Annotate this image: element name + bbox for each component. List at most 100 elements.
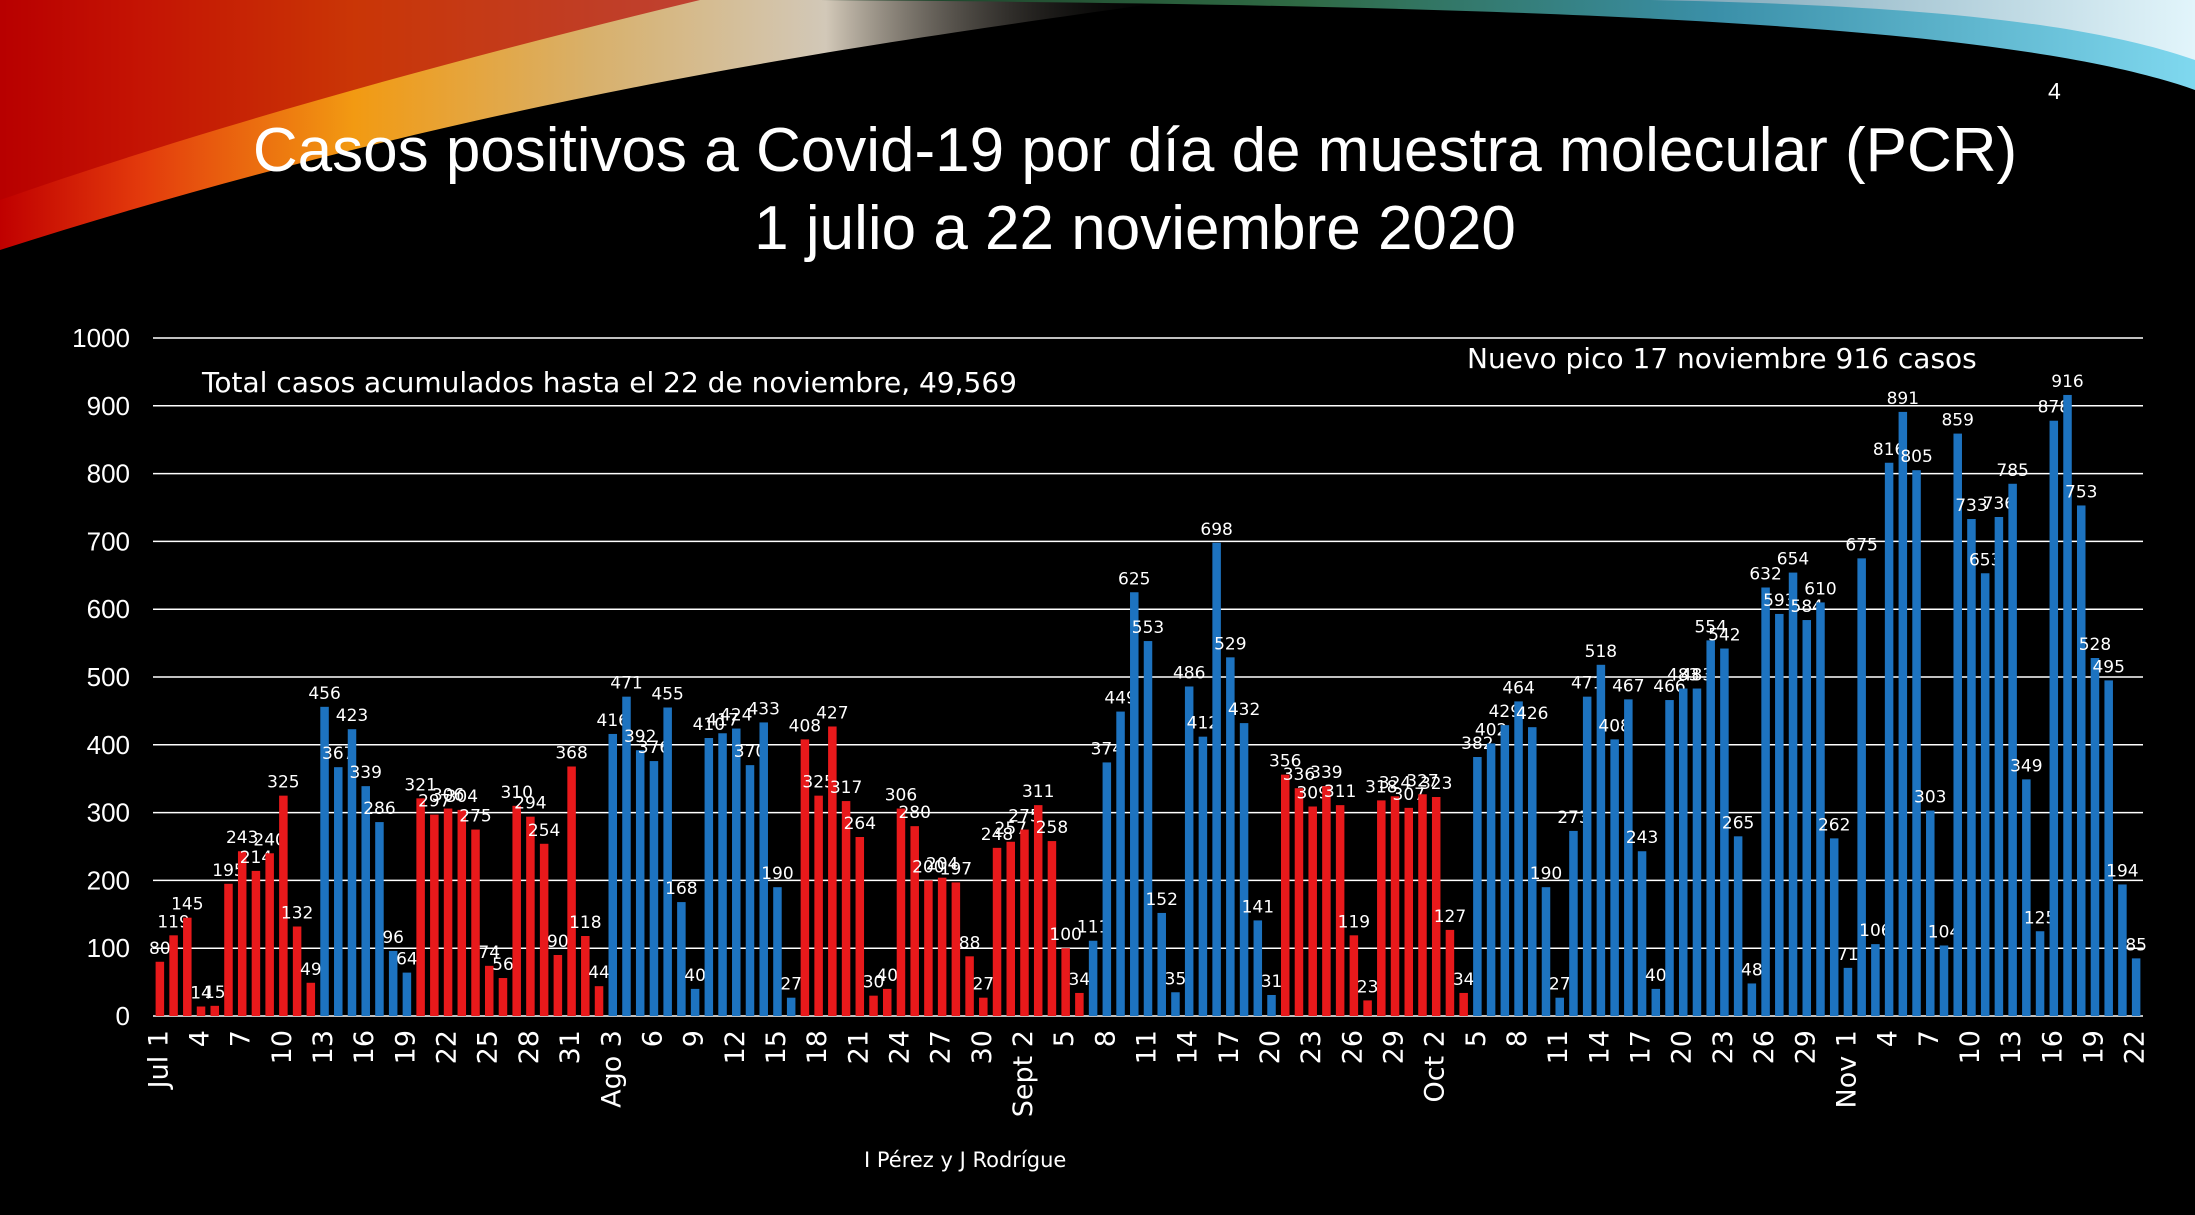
data-label: 275 [459,807,491,827]
data-label: 195 [212,861,244,881]
bar [347,729,357,1016]
data-label: 111 [1077,918,1109,938]
bar [1678,688,1688,1016]
bar [1692,688,1702,1016]
data-label: 424 [720,706,752,726]
bar [1967,519,1976,1016]
bar [1953,433,1962,1016]
data-label: 878 [2038,398,2070,418]
data-label: 48 [1741,960,1763,980]
data-label: 273 [1557,808,1589,828]
data-label: 518 [1585,642,1617,662]
bar [2063,394,2072,1016]
bar [1898,411,1908,1017]
data-label: 471 [610,674,642,694]
data-label: 859 [1941,411,1973,431]
bar [155,961,165,1016]
data-label: 433 [747,699,779,719]
data-label: 916 [2051,372,2083,392]
data-label: 486 [1173,663,1205,683]
bar [1226,657,1235,1016]
y-tick-label: 300 [87,798,130,828]
bar [196,1006,206,1016]
x-tick-label: Oct 2 [1420,1030,1451,1102]
data-label: 14 [190,984,212,1004]
x-tick-label: 4 [185,1030,216,1047]
bar [306,982,316,1016]
data-label: 257 [995,819,1027,839]
bar [1047,841,1057,1016]
data-label: 240 [253,830,285,850]
bar [951,882,961,1016]
bar [828,726,837,1016]
bar [1253,920,1263,1016]
data-label: 49 [300,960,322,980]
x-tick-label: 17 [1626,1030,1657,1064]
bar [1980,573,1990,1016]
data-label: 96 [382,928,404,948]
data-label: 408 [1598,716,1630,736]
data-label: 40 [876,966,898,986]
data-label: 27 [1549,975,1571,995]
bar [237,851,247,1016]
data-label: 427 [816,703,848,723]
bar [1912,470,1921,1017]
x-tick-label: 22 [2120,1030,2151,1064]
y-tick-label: 0 [116,1001,130,1031]
bar [1541,887,1551,1016]
x-tick-label: 17 [1214,1030,1245,1064]
data-label: 417 [706,710,738,730]
bar [292,926,302,1016]
x-tick-label: 5 [1461,1030,1492,1047]
data-label: 304 [446,787,478,807]
data-label: 483 [1681,666,1713,686]
bar [539,843,549,1016]
bar [265,853,274,1016]
data-label: 785 [1996,461,2028,481]
bar [649,761,659,1016]
x-tick-label: 8 [1502,1030,1533,1047]
bar [2049,420,2059,1016]
bar [1308,806,1317,1016]
data-label: 374 [1091,739,1123,759]
x-tick-label: 18 [802,1030,833,1064]
data-label: 654 [1777,550,1809,570]
bar [608,733,618,1016]
x-tick-label: 4 [1873,1030,1904,1047]
data-label: 584 [1791,597,1823,617]
slide-number: 4 [2048,78,2061,104]
bar [334,767,343,1016]
bar [210,1005,220,1016]
data-label: 40 [684,966,706,986]
bar [1528,727,1537,1016]
bar [457,809,467,1016]
data-label: 74 [478,943,500,963]
bar [1569,830,1578,1016]
data-label: 311 [1022,782,1054,802]
data-label: 34 [1069,970,1091,990]
bar [553,954,563,1016]
bar [1335,805,1345,1016]
bar [2076,505,2086,1016]
data-label: 27 [780,975,802,995]
bar [1761,587,1770,1016]
bar [1829,838,1839,1016]
bar [745,765,755,1016]
bar [1486,743,1496,1016]
data-label: 306 [885,786,917,806]
data-label: 370 [734,742,766,762]
bar [773,887,782,1016]
bar [841,801,851,1016]
x-tick-label: 16 [2037,1030,2068,1064]
bar [471,829,480,1016]
bar [677,902,686,1016]
data-label: 466 [1653,677,1685,697]
bar [869,995,878,1016]
data-label: 423 [336,706,368,726]
data-label: 88 [959,933,981,953]
bar [1116,711,1125,1016]
data-label: 410 [693,715,725,735]
x-tick-label: 26 [1337,1030,1368,1064]
bar [251,870,261,1016]
data-label: 402 [1475,720,1507,740]
